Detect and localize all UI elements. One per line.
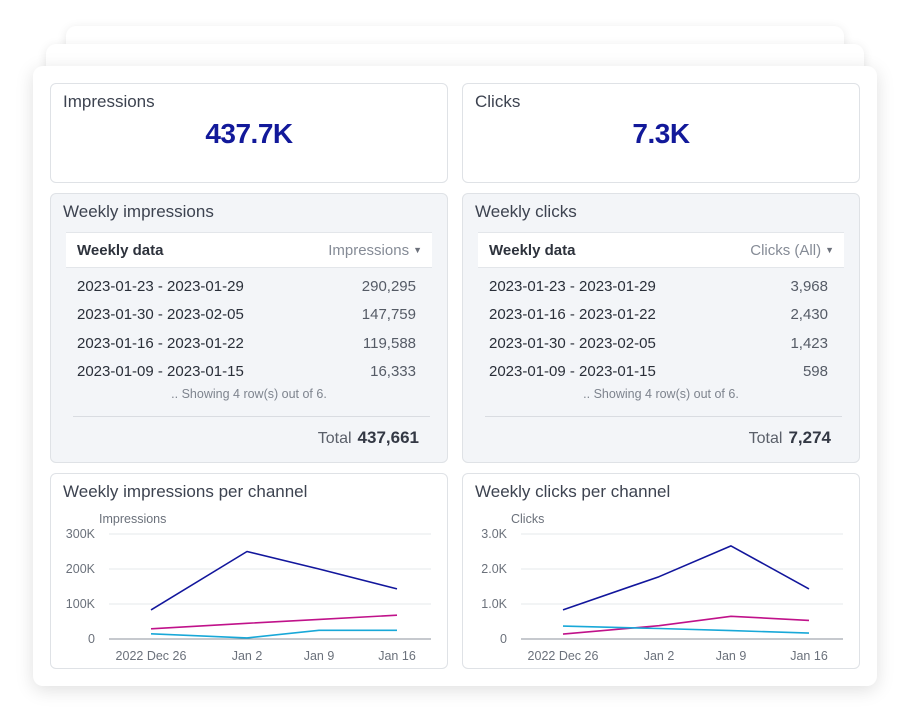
x-tick-label: Jan 9	[304, 649, 335, 663]
clicks-sort-dropdown[interactable]: Clicks (All) ▼	[750, 242, 834, 259]
weekly-clicks-title: Weekly clicks	[475, 202, 577, 221]
series-line	[150, 550, 398, 611]
total-label: Total	[317, 430, 352, 447]
week-range-cell: 2023-01-16 - 2023-01-22	[77, 334, 244, 352]
series-line	[562, 625, 810, 634]
weekly-data-column-header[interactable]: Weekly data	[489, 241, 576, 259]
x-tick-label: Jan 9	[716, 649, 747, 663]
x-tick-label: Jan 16	[378, 649, 416, 663]
table-header: Weekly data Impressions ▼	[66, 232, 432, 268]
table-header: Weekly data Clicks (All) ▼	[478, 232, 844, 268]
y-axis-label: Impressions	[99, 512, 166, 526]
week-range-cell: 2023-01-16 - 2023-01-22	[489, 306, 656, 324]
clicks-line-chart[interactable]: Clicks 0 1.0K 2.0K 3.0K 2022 Dec 26 Jan 2 Jan 9…	[463, 474, 859, 668]
total-value: 437,661	[357, 428, 419, 447]
x-tick-label: 2022 Dec 26	[528, 649, 599, 663]
x-tick-label: Jan 16	[790, 649, 828, 663]
weekly-impressions-title: Weekly impressions	[63, 202, 214, 221]
impressions-sort-dropdown[interactable]: Impressions ▼	[328, 242, 422, 259]
table-row[interactable]: 2023-01-23 - 2023-01-29 290,295	[66, 272, 432, 301]
table-row[interactable]: 2023-01-30 - 2023-02-05 147,759	[66, 301, 432, 330]
value-cell: 16,333	[370, 363, 416, 381]
impressions-line-chart[interactable]: Impressions 0 100K 200K 300K 2022 Dec 26 Jan 2…	[51, 474, 447, 668]
clicks-chart-panel: Weekly clicks per channel Clicks 0 1.0K 2.0…	[462, 473, 860, 669]
table-row[interactable]: 2023-01-09 - 2023-01-15 16,333	[66, 358, 432, 387]
row-count-note: .. Showing 4 row(s) out of 6.	[583, 387, 739, 401]
impressions-column-label: Impressions	[328, 241, 410, 259]
week-range-cell: 2023-01-23 - 2023-01-29	[489, 277, 656, 295]
table-row[interactable]: 2023-01-16 - 2023-01-22 2,430	[478, 301, 844, 330]
total-divider	[73, 416, 430, 417]
y-tick-label: 3.0K	[481, 527, 507, 541]
table-row[interactable]: 2023-01-23 - 2023-01-29 3,968	[478, 272, 844, 301]
y-tick-label: 300K	[66, 527, 96, 541]
caret-down-icon: ▼	[413, 244, 422, 255]
y-tick-label: 0	[88, 632, 95, 646]
caret-down-icon: ▼	[825, 244, 834, 255]
weekly-impressions-table: Weekly data Impressions ▼ 2023-01-23 - 20…	[66, 232, 432, 405]
weekly-clicks-table: Weekly data Clicks (All) ▼ 2023-01-23 - 2…	[478, 232, 844, 405]
value-cell: 2,430	[790, 306, 828, 324]
series-line	[150, 629, 397, 639]
y-tick-label: 1.0K	[481, 597, 507, 611]
impressions-chart-panel: Weekly impressions per channel Impressio…	[50, 473, 448, 669]
week-range-cell: 2023-01-09 - 2023-01-15	[489, 363, 656, 381]
kpi-clicks-label: Clicks	[475, 92, 521, 111]
clicks-total: Total 7,274	[749, 428, 831, 448]
value-cell: 1,423	[790, 334, 828, 352]
impressions-chart-title: Weekly impressions per channel	[63, 482, 308, 501]
value-cell: 290,295	[361, 277, 416, 295]
table-body: 2023-01-23 - 2023-01-29 3,968 2023-01-16 -…	[478, 268, 844, 386]
y-tick-label: 200K	[66, 562, 96, 576]
total-divider	[485, 416, 842, 417]
value-cell: 147,759	[361, 306, 416, 324]
clicks-column-label: Clicks (All)	[750, 241, 822, 259]
kpi-clicks-panel[interactable]: Clicks 7.3K	[462, 83, 860, 183]
kpi-clicks-value: 7.3K	[632, 118, 690, 149]
weekly-clicks-panel: Weekly clicks Weekly data Clicks (All) ▼ …	[462, 193, 860, 463]
value-cell: 598	[802, 363, 828, 381]
total-value: 7,274	[788, 428, 831, 447]
total-label: Total	[748, 430, 783, 447]
x-tick-label: 2022 Dec 26	[116, 649, 187, 663]
y-tick-label: 100K	[66, 597, 96, 611]
clicks-chart-title: Weekly clicks per channel	[475, 482, 671, 501]
x-tick-label: Jan 2	[232, 649, 263, 663]
table-row[interactable]: 2023-01-09 - 2023-01-15 598	[478, 358, 844, 387]
week-range-cell: 2023-01-30 - 2023-02-05	[77, 306, 244, 324]
dashboard-card: Impressions 437.7K Clicks 7.3K Weekly im…	[33, 66, 877, 686]
week-range-cell: 2023-01-30 - 2023-02-05	[489, 334, 656, 352]
kpi-impressions-value: 437.7K	[205, 118, 293, 149]
row-count-note: .. Showing 4 row(s) out of 6.	[171, 387, 327, 401]
y-tick-label: 0	[500, 632, 507, 646]
table-row[interactable]: 2023-01-30 - 2023-02-05 1,423	[478, 329, 844, 358]
series-line	[562, 615, 810, 635]
weekly-data-column-header[interactable]: Weekly data	[77, 241, 164, 259]
table-row[interactable]: 2023-01-16 - 2023-01-22 119,588	[66, 329, 432, 358]
impressions-total: Total 437,661	[318, 428, 419, 448]
x-tick-label: Jan 2	[644, 649, 675, 663]
weekly-impressions-panel: Weekly impressions Weekly data Impressio…	[50, 193, 448, 463]
series-line	[562, 545, 810, 611]
table-body: 2023-01-23 - 2023-01-29 290,295 2023-01-30…	[66, 268, 432, 386]
series-line	[150, 614, 398, 630]
value-cell: 119,588	[362, 334, 416, 352]
kpi-impressions-label: Impressions	[63, 92, 155, 111]
kpi-impressions-panel[interactable]: Impressions 437.7K	[50, 83, 448, 183]
value-cell: 3,968	[790, 277, 828, 295]
y-axis-label: Clicks	[511, 512, 544, 526]
week-range-cell: 2023-01-23 - 2023-01-29	[77, 277, 244, 295]
week-range-cell: 2023-01-09 - 2023-01-15	[77, 363, 244, 381]
y-tick-label: 2.0K	[481, 562, 507, 576]
